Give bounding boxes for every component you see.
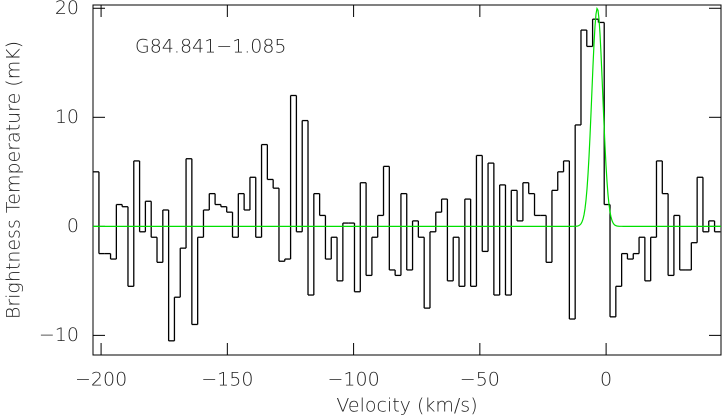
y-tick-label: 0 <box>67 215 79 237</box>
y-tick-label: 10 <box>55 106 79 128</box>
annotation: G84.841−1.085 <box>135 36 287 58</box>
y-tick-label: 20 <box>55 0 79 19</box>
x-tick-label: 0 <box>600 369 612 391</box>
x-axis-label: Velocity (km/s) <box>336 395 477 417</box>
x-tick-label: −150 <box>201 369 253 391</box>
x-tick-label: −200 <box>75 369 127 391</box>
gaussian-fit <box>93 6 721 227</box>
x-tick-label: −50 <box>460 369 500 391</box>
x-tick-label: −100 <box>327 369 379 391</box>
y-tick-label: −10 <box>39 324 79 346</box>
plot-frame <box>92 4 722 356</box>
y-axis-label: Brightness Temperature (mK) <box>3 41 25 319</box>
